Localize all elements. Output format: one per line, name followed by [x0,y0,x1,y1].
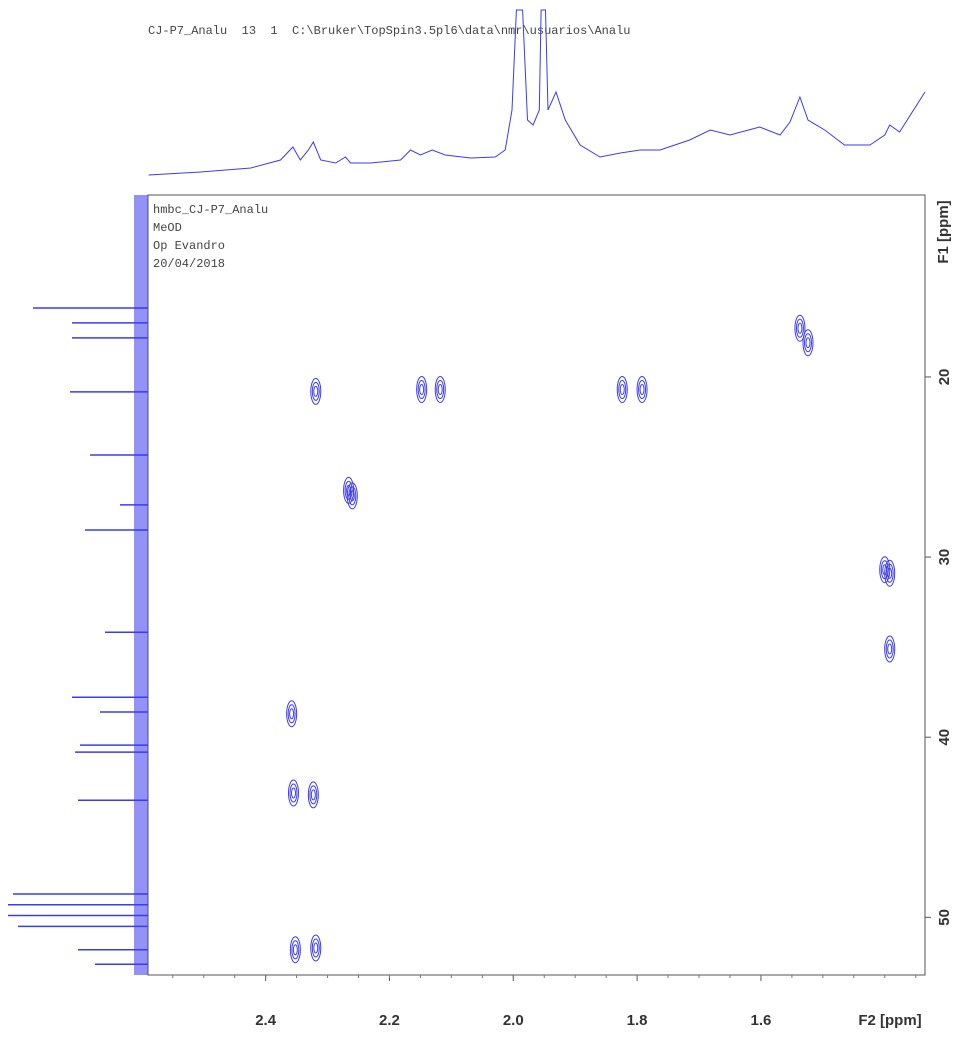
contour [286,700,298,728]
contour [797,322,803,334]
contour [310,934,322,962]
contour [434,376,446,404]
contour [291,940,300,960]
contour [289,936,301,964]
contour [794,314,806,342]
contour [805,337,811,349]
y-tick-label: 50 [936,909,953,926]
contour [795,318,804,338]
contour [346,482,358,510]
contour [349,490,355,502]
contour [436,380,445,400]
info-line: hmbc_CJ-P7_Analu [153,203,268,217]
contour [803,333,812,353]
y-tick-label: 30 [936,549,953,566]
contour [887,567,893,579]
contour [802,329,814,357]
contour [310,377,322,405]
contour [311,938,320,958]
contour [879,556,891,584]
chart-title: CJ-P7_Analu 13 1 C:\Bruker\TopSpin3.5pl6… [148,24,630,38]
contour [884,559,896,587]
contour [884,635,896,663]
info-line: MeOD [153,221,182,235]
x-axis-title: F2 [ppm] [858,1012,921,1029]
contour [289,783,298,803]
x-tick-label: 2.2 [379,1012,400,1029]
contour [309,785,318,805]
plot-frame [147,194,926,976]
contour [313,942,319,954]
contour [310,789,316,801]
contour [885,639,894,659]
contour [416,376,428,404]
x-tick-label: 1.6 [751,1012,772,1029]
contour [618,380,627,400]
contour [292,944,298,956]
x-tick-label: 2.0 [503,1012,524,1029]
contour [887,643,893,655]
contour [885,563,894,583]
contour [616,376,628,404]
left-noise-band [134,195,148,975]
contour [638,380,647,400]
top-projection [148,9,926,176]
contour [307,781,319,809]
contour [287,779,299,807]
contour [313,385,319,397]
contour [619,384,625,396]
contour [289,708,295,720]
info-line: Op Evandro [153,239,225,253]
contour [287,704,296,724]
info-line: 20/04/2018 [153,257,225,271]
contour [290,787,296,799]
x-tick-label: 2.4 [255,1012,277,1029]
x-tick-label: 1.8 [627,1012,648,1029]
contour [311,381,320,401]
y-tick-label: 40 [936,729,953,746]
contour [639,384,645,396]
contour [419,384,425,396]
y-tick-label: 20 [936,369,953,386]
contour [348,486,357,506]
contour [636,376,648,404]
contour [417,380,426,400]
contour [437,384,443,396]
y-axis-title: F1 [ppm] [935,200,952,263]
